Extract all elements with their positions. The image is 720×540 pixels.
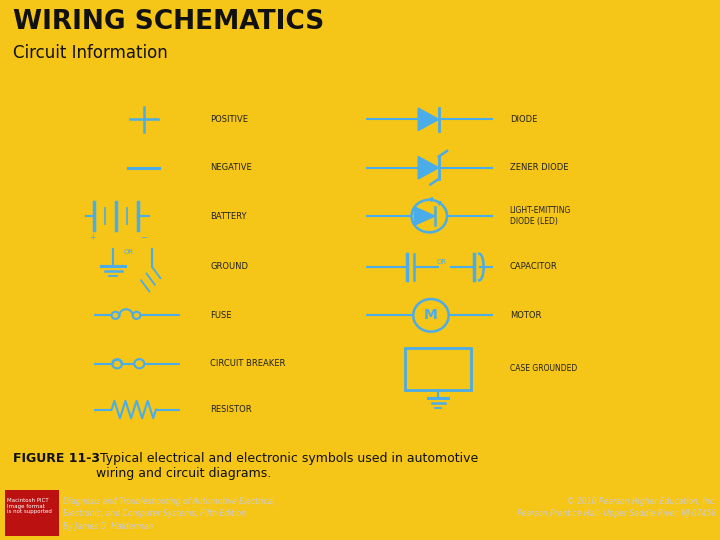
Text: CASE GROUNDED: CASE GROUNDED	[510, 364, 577, 373]
Text: RESISTOR: RESISTOR	[210, 405, 252, 414]
Text: ZENER DIODE: ZENER DIODE	[510, 163, 568, 172]
Text: MOTOR: MOTOR	[510, 311, 541, 320]
Text: −: −	[140, 233, 148, 242]
Text: CAPACITOR: CAPACITOR	[510, 262, 557, 272]
Text: GROUND: GROUND	[210, 262, 248, 272]
Text: © 2010 Pearson Higher Education, Inc.
Pearson Prentice Hall- Upper Saddle River,: © 2010 Pearson Higher Education, Inc. Pe…	[517, 497, 716, 518]
Text: +: +	[89, 233, 96, 242]
Polygon shape	[414, 207, 435, 225]
Text: FIGURE 11-3: FIGURE 11-3	[13, 451, 100, 464]
Text: M: M	[424, 308, 438, 322]
Text: Diagnosis and Troubleshooting of Automotive Electrical,
Electronic, and Computer: Diagnosis and Troubleshooting of Automot…	[63, 497, 277, 531]
Text: DIODE: DIODE	[510, 115, 537, 124]
Text: Typical electrical and electronic symbols used in automotive
wiring and circuit : Typical electrical and electronic symbol…	[96, 451, 478, 480]
Text: FIGURE 11-3 Typical electrical and electronic symbols used in automotive
wiring : FIGURE 11-3 Typical electrical and elect…	[13, 451, 474, 480]
Text: NEGATIVE: NEGATIVE	[210, 163, 252, 172]
Text: CIRCUIT BREAKER: CIRCUIT BREAKER	[210, 359, 286, 368]
Text: WIRING SCHEMATICS: WIRING SCHEMATICS	[13, 9, 324, 35]
Text: LIGHT-EMITTING
DIODE (LED): LIGHT-EMITTING DIODE (LED)	[510, 206, 571, 226]
Polygon shape	[418, 157, 438, 179]
Bar	[5, 490, 59, 536]
Text: FUSE: FUSE	[210, 311, 232, 320]
Text: OR: OR	[123, 249, 133, 255]
Polygon shape	[418, 108, 438, 131]
Text: POSITIVE: POSITIVE	[210, 115, 248, 124]
Text: OR: OR	[437, 259, 447, 265]
Text: BATTERY: BATTERY	[210, 212, 247, 220]
Bar	[405, 348, 471, 390]
Text: Macintosh PICT
Image format
is not supported: Macintosh PICT Image format is not suppo…	[7, 498, 52, 515]
Text: Circuit Information: Circuit Information	[13, 44, 168, 62]
